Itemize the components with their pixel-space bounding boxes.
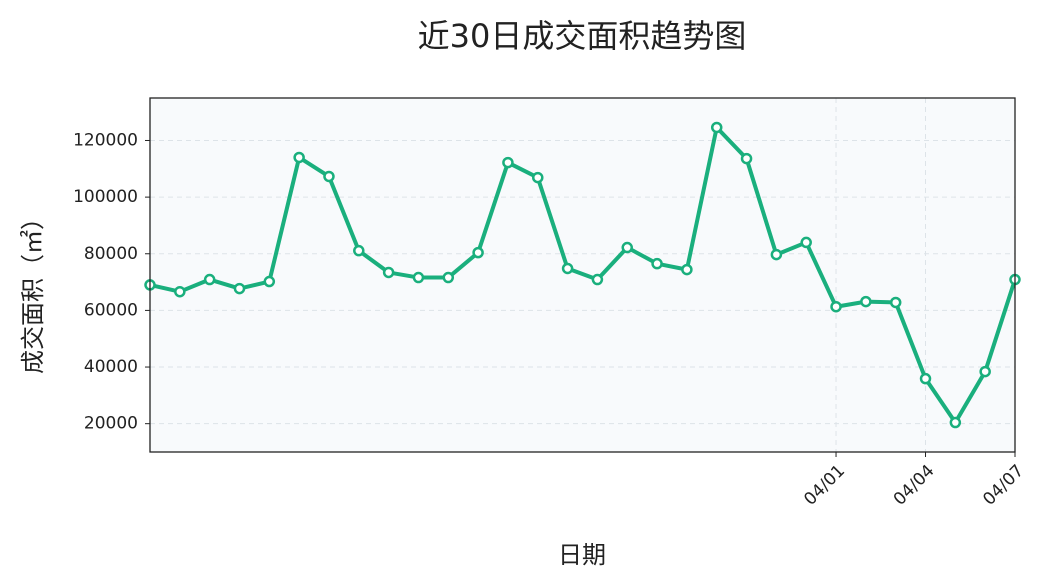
data-point: [323, 170, 335, 183]
data-point: [919, 372, 932, 385]
data-point: [889, 296, 902, 309]
y-tick-label: 80000: [84, 244, 138, 264]
x-tick-label: 04/01: [800, 461, 849, 510]
data-point: [174, 285, 186, 298]
data-point: [979, 365, 991, 378]
data-point: [293, 151, 305, 164]
data-point: [353, 244, 365, 257]
y-tick-label: 120000: [73, 130, 138, 150]
data-point: [800, 236, 812, 249]
data-point: [532, 171, 544, 184]
y-tick-label: 20000: [84, 414, 138, 434]
y-axis-label: 成交面积（㎡）: [19, 206, 47, 374]
data-point: [233, 282, 246, 295]
data-point: [860, 295, 872, 308]
x-tick-label: 04/04: [890, 461, 939, 510]
data-point: [382, 266, 395, 279]
data-point: [561, 262, 574, 275]
y-tick-label: 100000: [73, 187, 138, 207]
data-point: [651, 257, 663, 270]
data-point: [770, 248, 783, 261]
data-point: [412, 271, 425, 284]
data-point: [830, 300, 842, 313]
data-point: [621, 241, 633, 254]
y-tick-label: 60000: [84, 300, 138, 320]
data-point: [203, 273, 216, 286]
data-point: [710, 121, 723, 134]
x-axis-label: 日期: [558, 541, 606, 569]
data-point: [681, 263, 693, 276]
x-tick-label: 04/07: [979, 461, 1028, 510]
chart-title: 近30日成交面积趋势图: [418, 17, 747, 55]
data-point: [949, 416, 962, 429]
data-point: [442, 271, 455, 284]
data-point: [263, 275, 276, 288]
data-point: [472, 246, 484, 259]
data-point: [591, 273, 604, 286]
data-point: [740, 152, 753, 165]
y-tick-label: 40000: [84, 357, 138, 377]
data-point: [502, 156, 514, 169]
plot-frame: [149, 97, 1016, 453]
